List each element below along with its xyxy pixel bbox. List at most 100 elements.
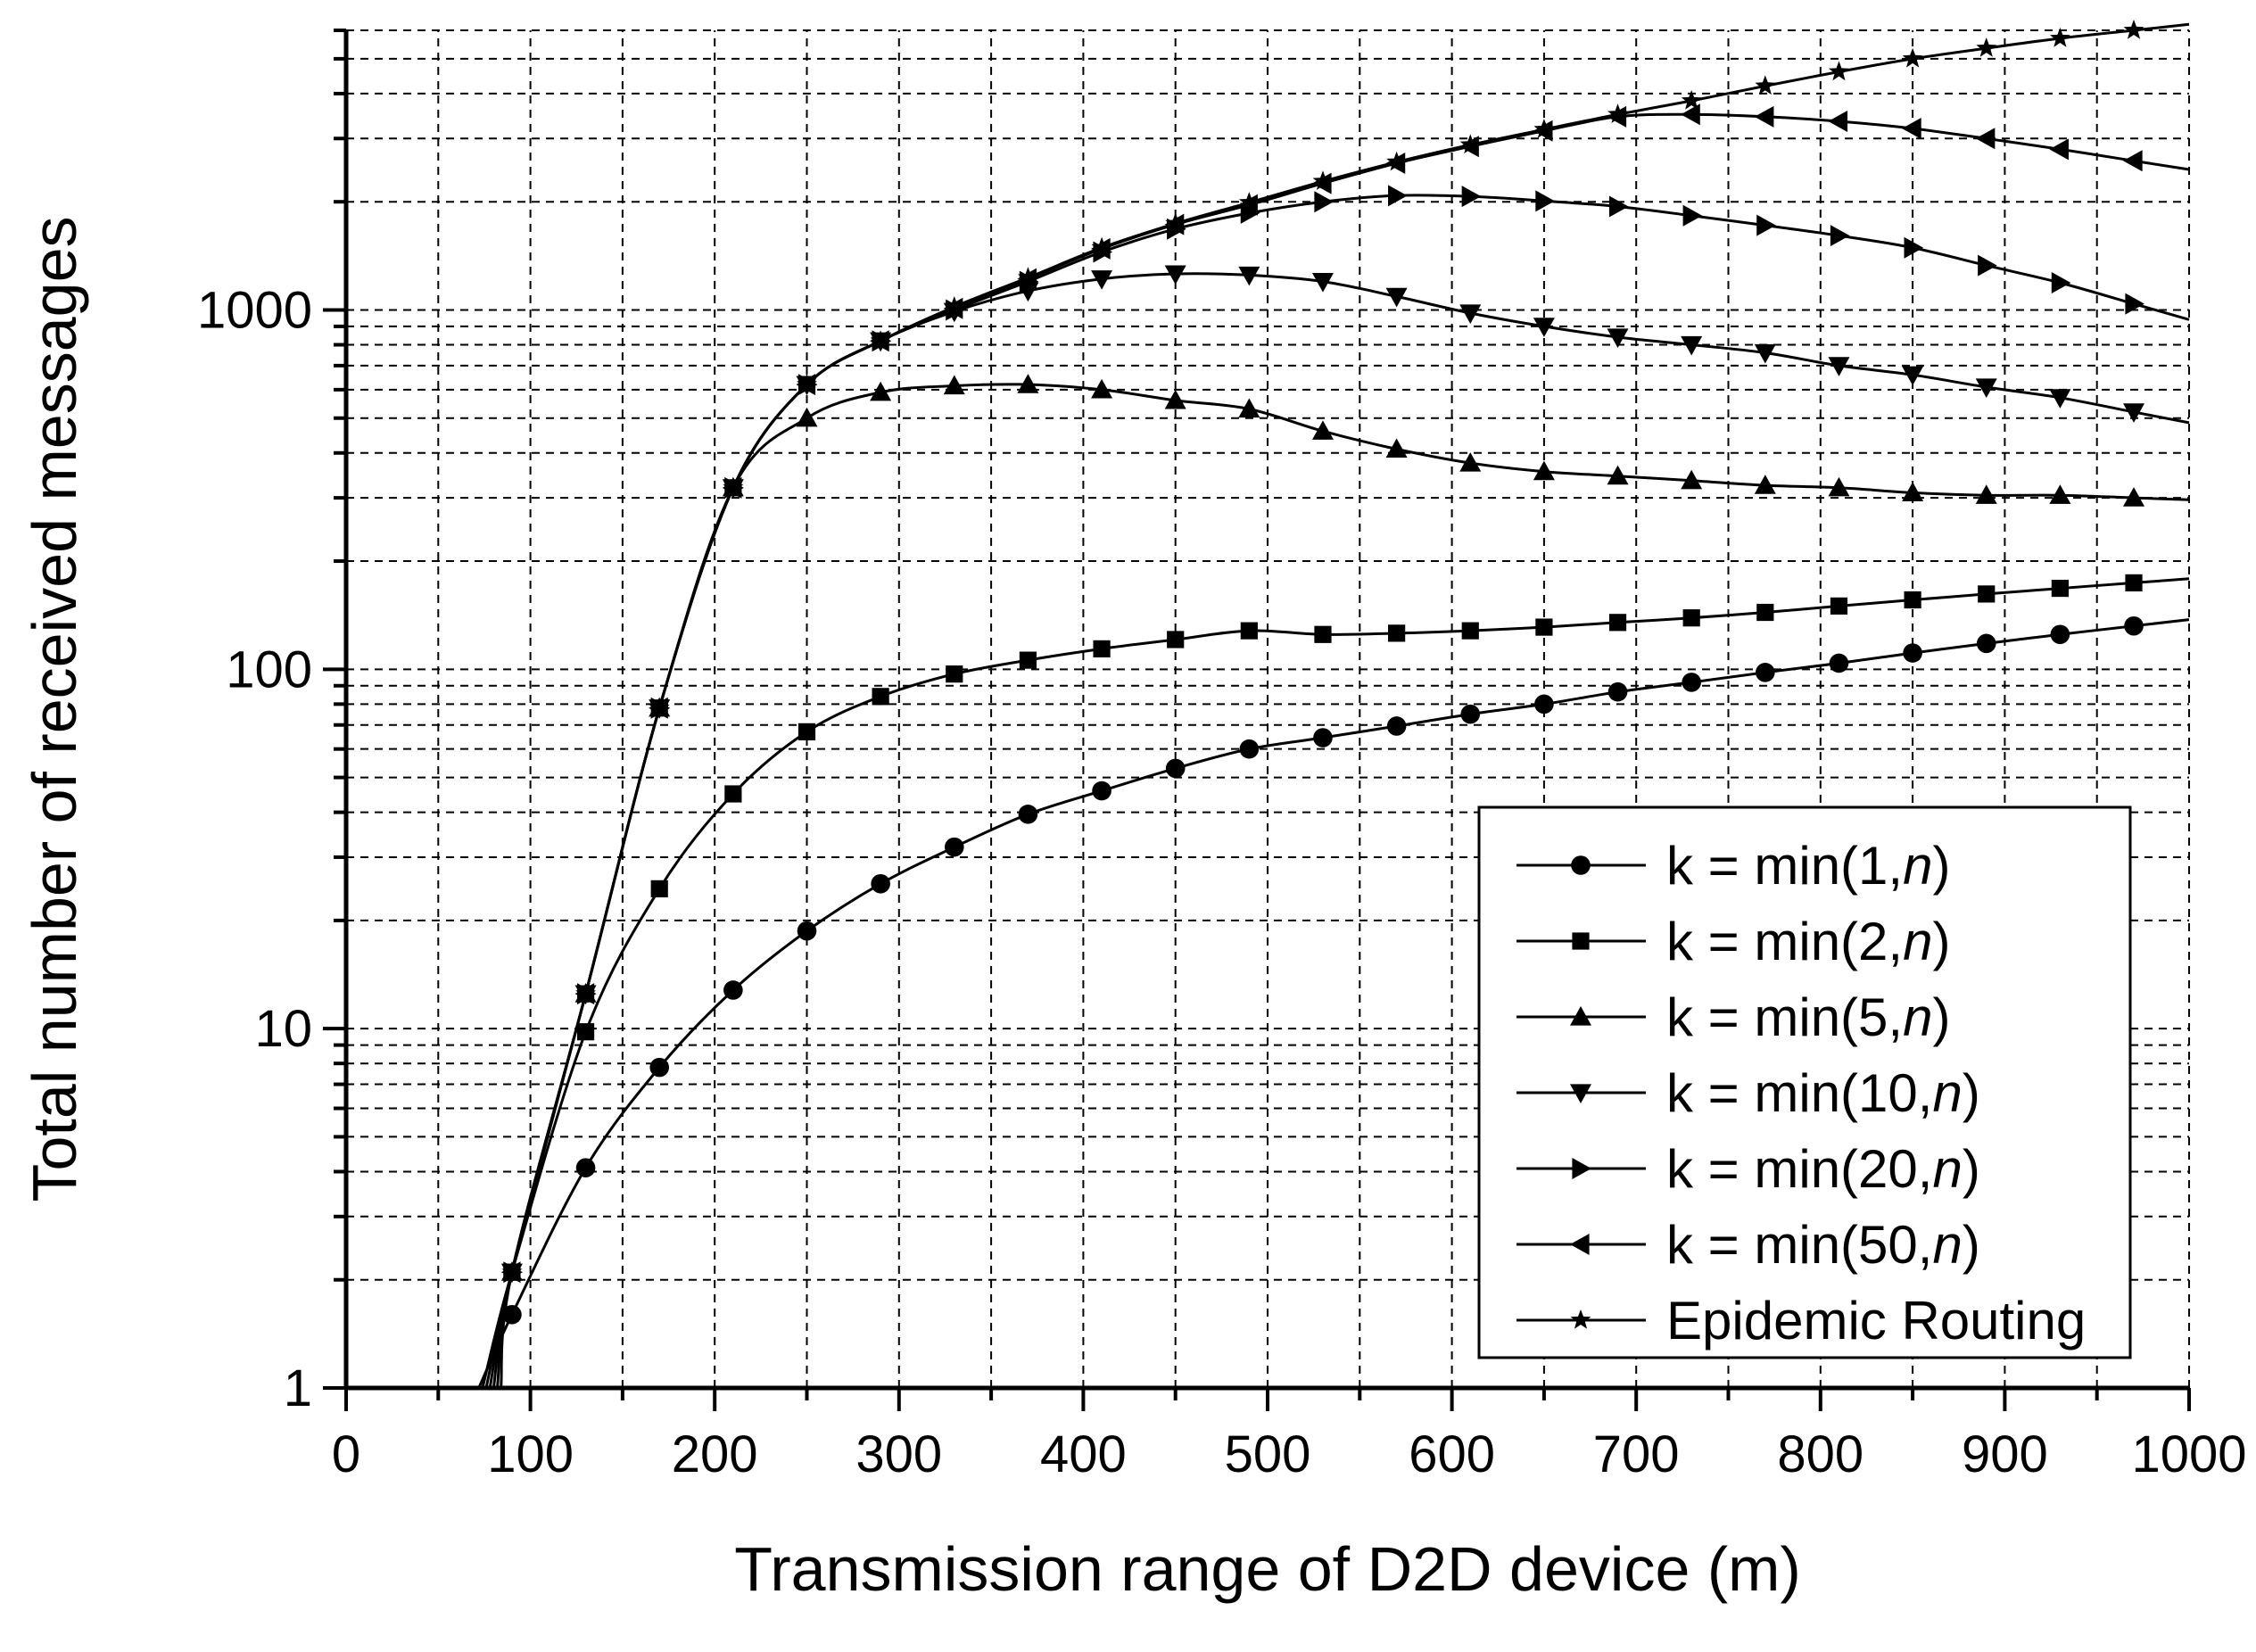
data-point <box>1681 103 1700 126</box>
data-point <box>2124 615 2144 636</box>
legend-entry: k = min(5,n) <box>1666 987 1950 1047</box>
data-point <box>649 1057 670 1078</box>
series-1 <box>477 615 2190 1389</box>
data-point <box>2123 150 2143 172</box>
data-point <box>1681 90 1702 110</box>
data-point <box>1388 624 1406 642</box>
data-point <box>1165 758 1186 779</box>
data-point <box>575 1158 596 1177</box>
data-point <box>1902 366 1924 386</box>
y-tick-label: 1000 <box>197 281 312 339</box>
data-point <box>576 1023 595 1041</box>
legend-marker <box>1570 1084 1591 1103</box>
x-tick-label: 900 <box>1962 1425 2048 1483</box>
data-point <box>1754 105 1774 128</box>
y-tick-label: 100 <box>226 640 312 698</box>
data-point <box>1459 304 1482 325</box>
data-point <box>1756 214 1776 236</box>
data-point <box>870 381 892 401</box>
x-tick-label: 300 <box>855 1425 942 1483</box>
data-point <box>1091 270 1113 290</box>
legend-marker <box>1570 1234 1590 1255</box>
data-point <box>1533 119 1555 138</box>
data-point <box>1388 185 1408 207</box>
data-point <box>1755 75 1776 95</box>
data-point <box>1459 134 1481 154</box>
x-tick-label: 500 <box>1225 1425 1311 1483</box>
data-point <box>1461 622 1479 640</box>
data-point <box>2125 293 2145 315</box>
data-point <box>1607 103 1628 123</box>
data-point <box>1975 128 1996 150</box>
data-point <box>946 665 963 683</box>
data-point <box>1017 374 1039 393</box>
data-point <box>1091 378 1113 399</box>
data-point <box>723 476 744 497</box>
data-point <box>1976 633 1996 654</box>
data-point <box>1902 482 1924 501</box>
data-point <box>2049 484 2071 504</box>
data-point <box>1829 653 1849 673</box>
data-point <box>1828 110 1848 132</box>
data-point <box>1975 378 1997 398</box>
data-point <box>1978 254 1997 277</box>
data-point <box>649 697 670 717</box>
x-axis-label: Transmission range of D2D device (m) <box>734 1534 1801 1604</box>
y-tick-label: 1 <box>284 1359 312 1417</box>
data-point <box>2125 574 2143 592</box>
series-line <box>500 22 2190 1389</box>
data-point <box>1311 420 1334 440</box>
data-point <box>1830 597 1848 615</box>
data-point <box>1607 465 1629 485</box>
data-point <box>2051 272 2071 294</box>
series-2 <box>481 574 2190 1389</box>
data-point <box>1828 476 1850 497</box>
x-tick-label: 700 <box>1593 1425 1680 1483</box>
legend-entry: k = min(50,n) <box>1666 1215 1980 1275</box>
legend-marker <box>1570 1006 1591 1026</box>
data-point <box>1311 272 1334 293</box>
data-point <box>1682 673 1701 692</box>
data-point <box>1754 475 1776 494</box>
legend: k = min(1,n) k = min(2,n) k = min(5,n) k = … <box>1477 805 2132 1359</box>
data-point <box>2049 138 2069 161</box>
data-point <box>1461 186 1482 208</box>
data-point <box>1978 585 1996 603</box>
data-point <box>1313 728 1333 748</box>
data-point <box>1607 681 1628 702</box>
legend-entry: k = min(10,n) <box>1666 1063 1980 1123</box>
data-point <box>1238 398 1260 418</box>
data-point <box>1019 651 1037 669</box>
series-line <box>477 618 2190 1389</box>
data-point <box>1756 603 1774 622</box>
data-point <box>2123 20 2144 39</box>
legend-box <box>1477 805 2132 1359</box>
data-point <box>871 873 890 894</box>
data-point <box>1018 267 1038 286</box>
data-point <box>1459 452 1482 472</box>
legend-marker <box>1572 932 1590 950</box>
data-point <box>1091 236 1112 257</box>
data-point <box>1681 469 1703 490</box>
x-tick-label: 400 <box>1040 1425 1127 1483</box>
data-point <box>724 785 742 803</box>
data-point <box>1386 151 1407 171</box>
data-point <box>797 723 816 740</box>
data-point <box>2123 403 2145 423</box>
data-point <box>1756 663 1775 682</box>
data-point <box>1533 318 1555 337</box>
data-point <box>944 837 964 857</box>
data-point <box>1535 190 1555 212</box>
data-point <box>1830 225 1850 247</box>
data-point <box>1535 618 1553 636</box>
data-point <box>1164 389 1186 409</box>
data-point <box>1682 609 1700 627</box>
data-point <box>797 374 817 393</box>
legend-marker <box>1571 855 1591 875</box>
data-point <box>1240 622 1258 640</box>
legend-entry: Epidemic Routing <box>1666 1291 2086 1351</box>
data-point <box>943 375 965 395</box>
data-point <box>1608 195 1629 218</box>
data-point <box>2049 389 2071 409</box>
data-point <box>1904 591 1921 609</box>
